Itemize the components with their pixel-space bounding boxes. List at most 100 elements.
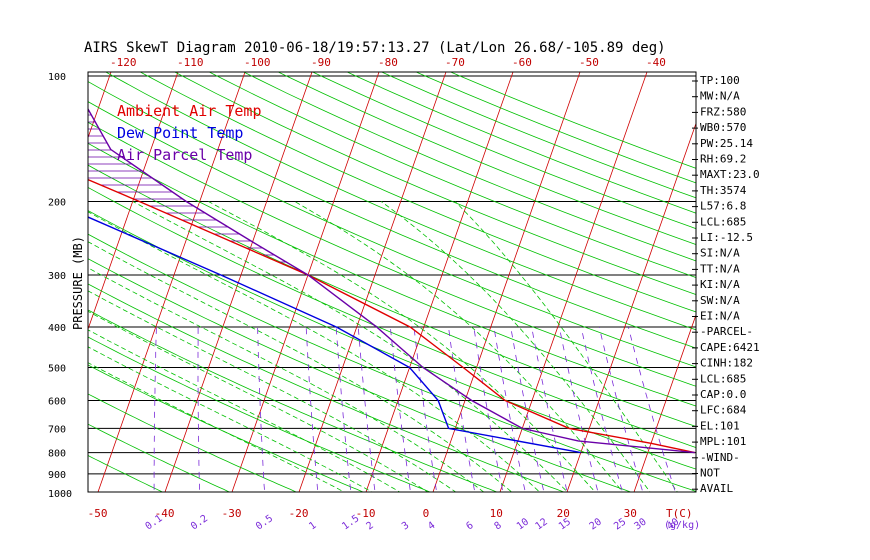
moist-adiabat-line bbox=[294, 201, 624, 492]
top-temp-tick-label: -100 bbox=[244, 56, 271, 69]
grid-lines bbox=[0, 57, 870, 502]
index-item: LCL:685 bbox=[700, 215, 746, 228]
mixing-ratio-line bbox=[531, 327, 568, 492]
mixing-ratio-line bbox=[473, 327, 504, 492]
dry-adiabat-line bbox=[208, 72, 696, 278]
dry-adiabat-line bbox=[88, 186, 696, 448]
moist-adiabat-line bbox=[88, 362, 345, 492]
top-temp-tick-label: -40 bbox=[646, 56, 666, 69]
mixing-ratio-line bbox=[335, 327, 352, 492]
pressure-tick-label: 900 bbox=[48, 470, 66, 481]
indices-panel: TP:100 MW:N/A FRZ:580 WB0:570 PW:25.14 RH:69.… bbox=[692, 74, 760, 495]
mixing-ratio-unit: (g/kg) bbox=[664, 520, 700, 531]
legend-entry: Dew Point Temp bbox=[117, 124, 243, 142]
isotherm-line bbox=[365, 72, 514, 492]
moist-adiabat-line bbox=[88, 290, 457, 492]
dry-adiabat-line bbox=[311, 72, 696, 230]
chart-title: AIRS SkewT Diagram 2010-06-18/19:57:13.2… bbox=[84, 40, 666, 56]
top-temp-tick-label: -50 bbox=[579, 56, 599, 69]
mixing-ratio-label: 1 bbox=[307, 520, 318, 532]
bottom-temp-tick-label: -50 bbox=[88, 507, 108, 520]
moist-adiabat-line bbox=[88, 241, 513, 492]
moist-adiabat-line bbox=[132, 201, 568, 492]
top-temp-tick-label: -120 bbox=[110, 56, 137, 69]
mixing-ratio-line bbox=[357, 327, 376, 492]
bottom-temp-tick-label: 0 bbox=[423, 507, 430, 520]
mixing-ratio-line bbox=[598, 327, 644, 492]
dry-adiabat-line bbox=[88, 393, 298, 492]
mixing-ratio-line bbox=[153, 327, 157, 492]
index-item: TT:N/A bbox=[700, 262, 740, 275]
mixing-ratio-label: 3 bbox=[400, 520, 411, 532]
dry-adiabat-line bbox=[88, 423, 231, 492]
isotherm-line bbox=[0, 57, 49, 502]
isotherm-line bbox=[832, 57, 870, 502]
pressure-tick-label: 500 bbox=[48, 363, 66, 374]
index-item: MW:N/A bbox=[700, 90, 740, 103]
index-item: SW:N/A bbox=[700, 294, 740, 307]
index-item: RH:69.2 bbox=[700, 153, 746, 166]
dry-adiabat-line bbox=[277, 72, 696, 245]
index-item: FRZ:580 bbox=[700, 105, 746, 118]
y-axis-label: PRESSURE (MB) bbox=[71, 236, 85, 330]
dry-adiabat-line bbox=[88, 142, 696, 407]
dry-adiabat-line bbox=[415, 72, 696, 184]
dry-adiabat-line bbox=[88, 336, 432, 492]
top-temp-tick-label: -70 bbox=[445, 56, 465, 69]
dry-adiabat-line bbox=[88, 283, 566, 492]
series-line-1 bbox=[88, 216, 581, 454]
mixing-ratio-line bbox=[413, 327, 438, 492]
mixing-ratio-line bbox=[510, 327, 545, 492]
index-item: KI:N/A bbox=[700, 278, 740, 291]
dry-adiabat-line bbox=[88, 258, 632, 492]
index-item: MPL:101 bbox=[700, 435, 746, 448]
x-axis-label: T(C) bbox=[666, 507, 693, 520]
mixing-ratio-line bbox=[493, 327, 526, 492]
isotherm-line bbox=[97, 72, 246, 492]
dry-adiabat-line bbox=[346, 72, 696, 214]
dry-adiabat-line bbox=[173, 72, 696, 295]
legend: Ambient Air Temp Dew Point Temp Air Parcel… bbox=[117, 102, 262, 164]
dry-adiabat-line bbox=[88, 210, 696, 470]
index-item: L57:6.8 bbox=[700, 200, 746, 213]
pressure-tick-label: 600 bbox=[48, 396, 66, 407]
index-item: LFC:684 bbox=[700, 404, 747, 417]
series-line-2 bbox=[88, 107, 695, 454]
legend-entry: Ambient Air Temp bbox=[117, 102, 262, 120]
dry-adiabat-line bbox=[88, 101, 696, 368]
isotherm-line bbox=[298, 72, 447, 492]
moist-adiabat-line bbox=[88, 346, 373, 492]
mixing-ratio-label: 12 bbox=[534, 517, 550, 533]
index-item: TP:100 bbox=[700, 74, 740, 87]
isotherm-line bbox=[231, 72, 380, 492]
plot-frame bbox=[87, 71, 697, 493]
mixing-ratio-line bbox=[197, 327, 200, 492]
bottom-temp-tick-label: -10 bbox=[356, 507, 376, 520]
index-item: CINH:182 bbox=[700, 357, 753, 370]
isotherm-line bbox=[432, 72, 581, 492]
mixing-ratio-line bbox=[558, 327, 599, 492]
index-item: CAPE:6421 bbox=[700, 341, 760, 354]
mixing-ratio-label: 4 bbox=[426, 520, 437, 532]
mixing-ratio-line bbox=[580, 327, 623, 492]
mixing-ratio-label: 20 bbox=[588, 517, 604, 533]
moist-adiabat-line bbox=[208, 201, 596, 492]
cape-hatch bbox=[88, 114, 298, 270]
moist-adiabat-line bbox=[88, 267, 485, 492]
top-temp-tick-label: -110 bbox=[177, 56, 204, 69]
pressure-tick-label: 300 bbox=[48, 271, 66, 282]
isotherm-line bbox=[499, 72, 648, 492]
dry-adiabat-line bbox=[88, 455, 164, 492]
mixing-ratio-label: 10 bbox=[515, 517, 531, 533]
pressure-tick-label: 800 bbox=[48, 449, 66, 460]
mixing-ratio-label: 2 bbox=[365, 520, 376, 532]
mixing-ratio-line bbox=[448, 327, 476, 492]
dry-adiabat-line bbox=[88, 121, 696, 387]
pressure-tick-label: 100 bbox=[48, 72, 66, 83]
mixing-ratio-label: 6 bbox=[464, 520, 475, 532]
isotherm-line bbox=[88, 72, 112, 139]
sounding-curves bbox=[88, 107, 695, 454]
index-item: TH:3574 bbox=[700, 184, 747, 197]
